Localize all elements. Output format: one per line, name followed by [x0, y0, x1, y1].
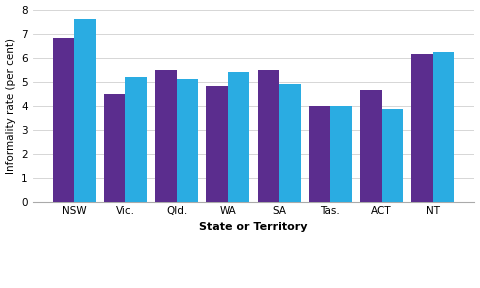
Bar [382, 109, 403, 202]
Bar [228, 72, 250, 202]
Bar [330, 106, 352, 202]
Bar [411, 54, 433, 202]
Bar [360, 90, 382, 202]
Bar [309, 106, 330, 202]
Bar [433, 52, 455, 202]
Bar [155, 70, 177, 202]
Bar [258, 70, 279, 202]
Bar [74, 19, 96, 202]
Bar [177, 79, 198, 202]
X-axis label: State or Territory: State or Territory [199, 222, 308, 232]
Bar [279, 84, 300, 202]
Bar [53, 38, 74, 202]
Bar [125, 77, 147, 202]
Bar [104, 94, 125, 202]
Y-axis label: Informality rate (per cent): Informality rate (per cent) [6, 37, 15, 174]
Bar [206, 86, 228, 202]
